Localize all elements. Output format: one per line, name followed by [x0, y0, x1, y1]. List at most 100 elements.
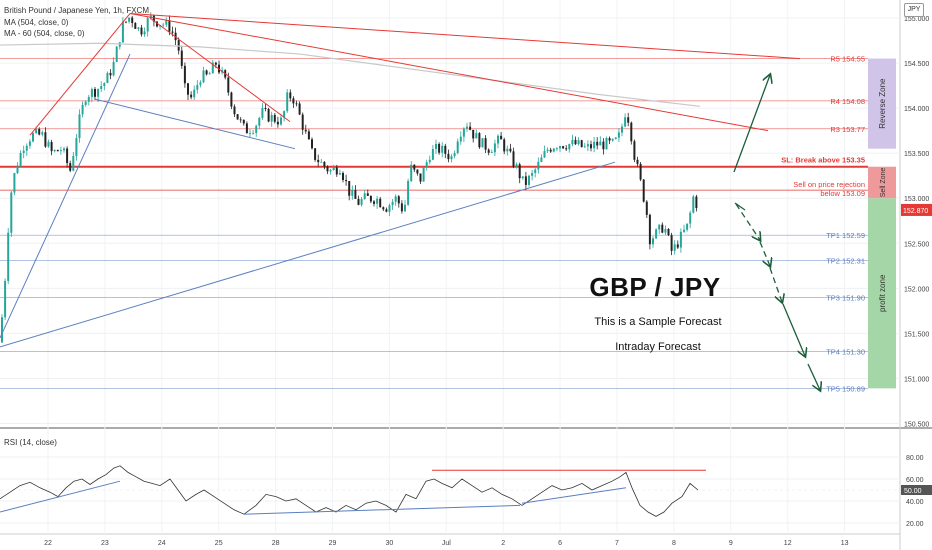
candle-bull [546, 149, 549, 151]
level-label-2: below 153.09 [820, 189, 865, 198]
candle-bull [211, 62, 214, 74]
candle-bear [125, 21, 127, 23]
rsi-value-label: 50.00 [904, 488, 922, 495]
candle-bear [187, 83, 189, 95]
candle-bear [44, 132, 47, 147]
candle-bear [140, 27, 143, 35]
candle-bear [177, 40, 180, 51]
candle-bull [540, 157, 543, 162]
candle-bull [128, 17, 131, 22]
resistance-trendline [129, 13, 801, 60]
candle-bull [462, 128, 465, 137]
resistance-trendline [149, 17, 291, 123]
time-tick-label: 9 [729, 540, 733, 547]
candle-bear [369, 195, 372, 202]
level-label: R4 154.08 [830, 97, 865, 106]
candle-bull [100, 85, 103, 89]
candle-bear [348, 181, 351, 196]
candle-bull [146, 18, 149, 32]
candle-bear [602, 141, 605, 150]
reverse-zone [868, 58, 896, 149]
time-tick-label: 23 [101, 540, 109, 547]
candle-bull [22, 150, 25, 153]
candle-bull [75, 138, 78, 156]
price-tick-label: 154.000 [904, 106, 929, 113]
candle-bull [459, 136, 462, 142]
candle-bull [497, 135, 499, 144]
support-trendline [94, 98, 296, 150]
candle-bull [72, 155, 75, 171]
candle-bear [345, 179, 348, 182]
time-tick-label: Jul [442, 540, 451, 547]
candle-bull [165, 20, 168, 25]
rsi-tick-label: 60.00 [906, 477, 924, 484]
candle-bear [642, 179, 645, 202]
candle-bull [199, 82, 202, 85]
candle-bear [357, 198, 360, 205]
ma2-label: MA - 60 (504, close, 0) [4, 29, 85, 38]
candle-bull [410, 164, 413, 182]
candle-bull [121, 21, 124, 43]
candle-bear [438, 143, 441, 153]
candle-bear [239, 119, 242, 121]
candle-bear [307, 131, 310, 140]
candle-bear [227, 77, 230, 93]
candle-bull [617, 132, 620, 138]
candle-bear [512, 151, 515, 167]
candle-bull [692, 196, 695, 213]
candle-bull [90, 88, 93, 97]
rsi-support-line [521, 487, 627, 504]
rsi-tick-label: 20.00 [906, 521, 924, 528]
time-tick-label: 24 [158, 540, 166, 547]
level-label: Sell on price rejection [793, 180, 865, 189]
sell-zone [868, 166, 896, 199]
support-trendline [0, 161, 616, 348]
candle-bear [171, 31, 174, 33]
candle-bull [428, 159, 431, 163]
candle-bull [97, 88, 100, 97]
price-tick-label: 151.000 [904, 376, 929, 383]
candle-bear [311, 139, 313, 149]
candle-bear [50, 142, 53, 152]
candle-bull [552, 148, 555, 152]
candle-bear [596, 141, 599, 146]
candle-bear [379, 198, 382, 208]
level-label: R5 154.55 [830, 55, 865, 64]
candle-bear [670, 235, 673, 251]
time-tick-label: 6 [558, 540, 562, 547]
candle-bull [63, 148, 65, 151]
candle-bull [686, 223, 689, 230]
candle-bull [583, 146, 586, 148]
level-label: TP4 151.30 [826, 347, 865, 356]
forecast-arrow-down [769, 267, 782, 302]
level-label: TP5 150.89 [826, 384, 865, 393]
candle-bear [648, 214, 651, 245]
rsi-support-line [243, 504, 521, 515]
candle-bull [481, 138, 484, 148]
candle-bull [32, 132, 34, 142]
sell-zone-label: Sell Zone [880, 168, 887, 198]
currency-button[interactable]: JPY [904, 3, 924, 17]
ma1-label: MA (504, close, 0) [4, 18, 69, 27]
candle-bull [19, 152, 22, 166]
candle-bull [78, 114, 81, 139]
intraday-note: Intraday Forecast [615, 341, 701, 353]
candle-bear [500, 135, 503, 140]
candle-bull [115, 46, 118, 62]
candle-bull [388, 205, 391, 212]
candle-bear [273, 114, 276, 122]
candle-bull [534, 169, 537, 173]
candle-bear [214, 62, 217, 65]
candle-bear [183, 65, 186, 84]
candle-bull [431, 149, 434, 160]
level-label: TP1 152.59 [826, 231, 865, 240]
level-label: SL: Break above 153.35 [781, 156, 865, 165]
candle-bear [354, 190, 357, 199]
candle-bull [47, 142, 50, 147]
candle-bull [614, 137, 617, 139]
candle-bull [475, 133, 478, 139]
candle-bear [180, 50, 183, 66]
forecast-arrow-down [735, 203, 760, 240]
time-tick-label: 8 [672, 540, 676, 547]
